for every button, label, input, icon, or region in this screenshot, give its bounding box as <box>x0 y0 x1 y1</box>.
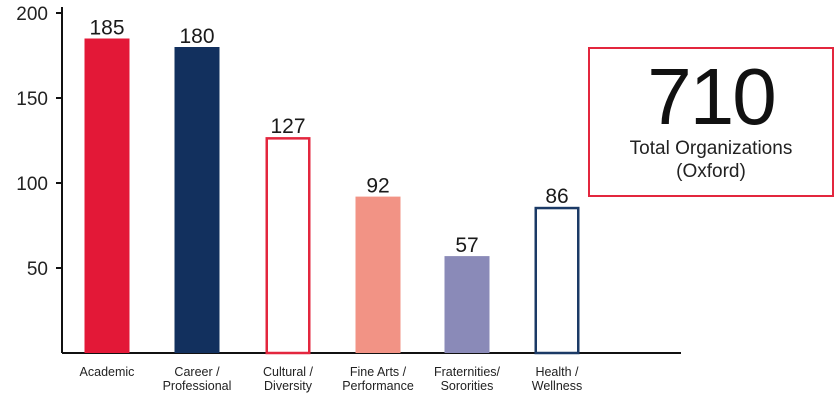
x-category-label: Fraternities/ <box>434 365 501 379</box>
x-category-label: Health / <box>535 365 579 379</box>
total-organizations-value: 710 <box>647 52 776 141</box>
bar-value-label: 185 <box>89 17 124 40</box>
bar <box>174 47 220 353</box>
bar-value-label: 86 <box>545 185 568 208</box>
bar-value-label: 92 <box>366 175 389 198</box>
bar <box>444 256 490 353</box>
bar-value-label: 127 <box>270 115 305 138</box>
x-category-label: Career / <box>174 365 220 379</box>
total-organizations-label: Total Organizations <box>629 138 793 159</box>
bar <box>265 137 311 355</box>
x-category-label: Professional <box>163 379 232 393</box>
x-category-label: Academic <box>80 365 135 379</box>
x-category-label: Diversity <box>264 379 313 393</box>
x-category-label: Fine Arts / <box>350 365 407 379</box>
x-category-label: Wellness <box>532 379 582 393</box>
x-category-label: Sororities <box>441 379 494 393</box>
x-category-label: Performance <box>342 379 414 393</box>
bar-value-label: 57 <box>455 234 478 257</box>
bar <box>355 196 401 353</box>
total-organizations-box: 710 Total Organizations (Oxford) <box>588 47 834 197</box>
y-tick-label: 50 <box>27 259 48 280</box>
x-category-label: Cultural / <box>263 365 314 379</box>
bar-value-label: 180 <box>179 25 214 48</box>
total-organizations-location: (Oxford) <box>676 161 746 182</box>
bar <box>84 38 130 353</box>
bar <box>534 206 580 355</box>
y-tick-label: 150 <box>16 89 48 110</box>
y-tick-label: 200 <box>16 4 48 25</box>
y-tick-label: 100 <box>16 174 48 195</box>
